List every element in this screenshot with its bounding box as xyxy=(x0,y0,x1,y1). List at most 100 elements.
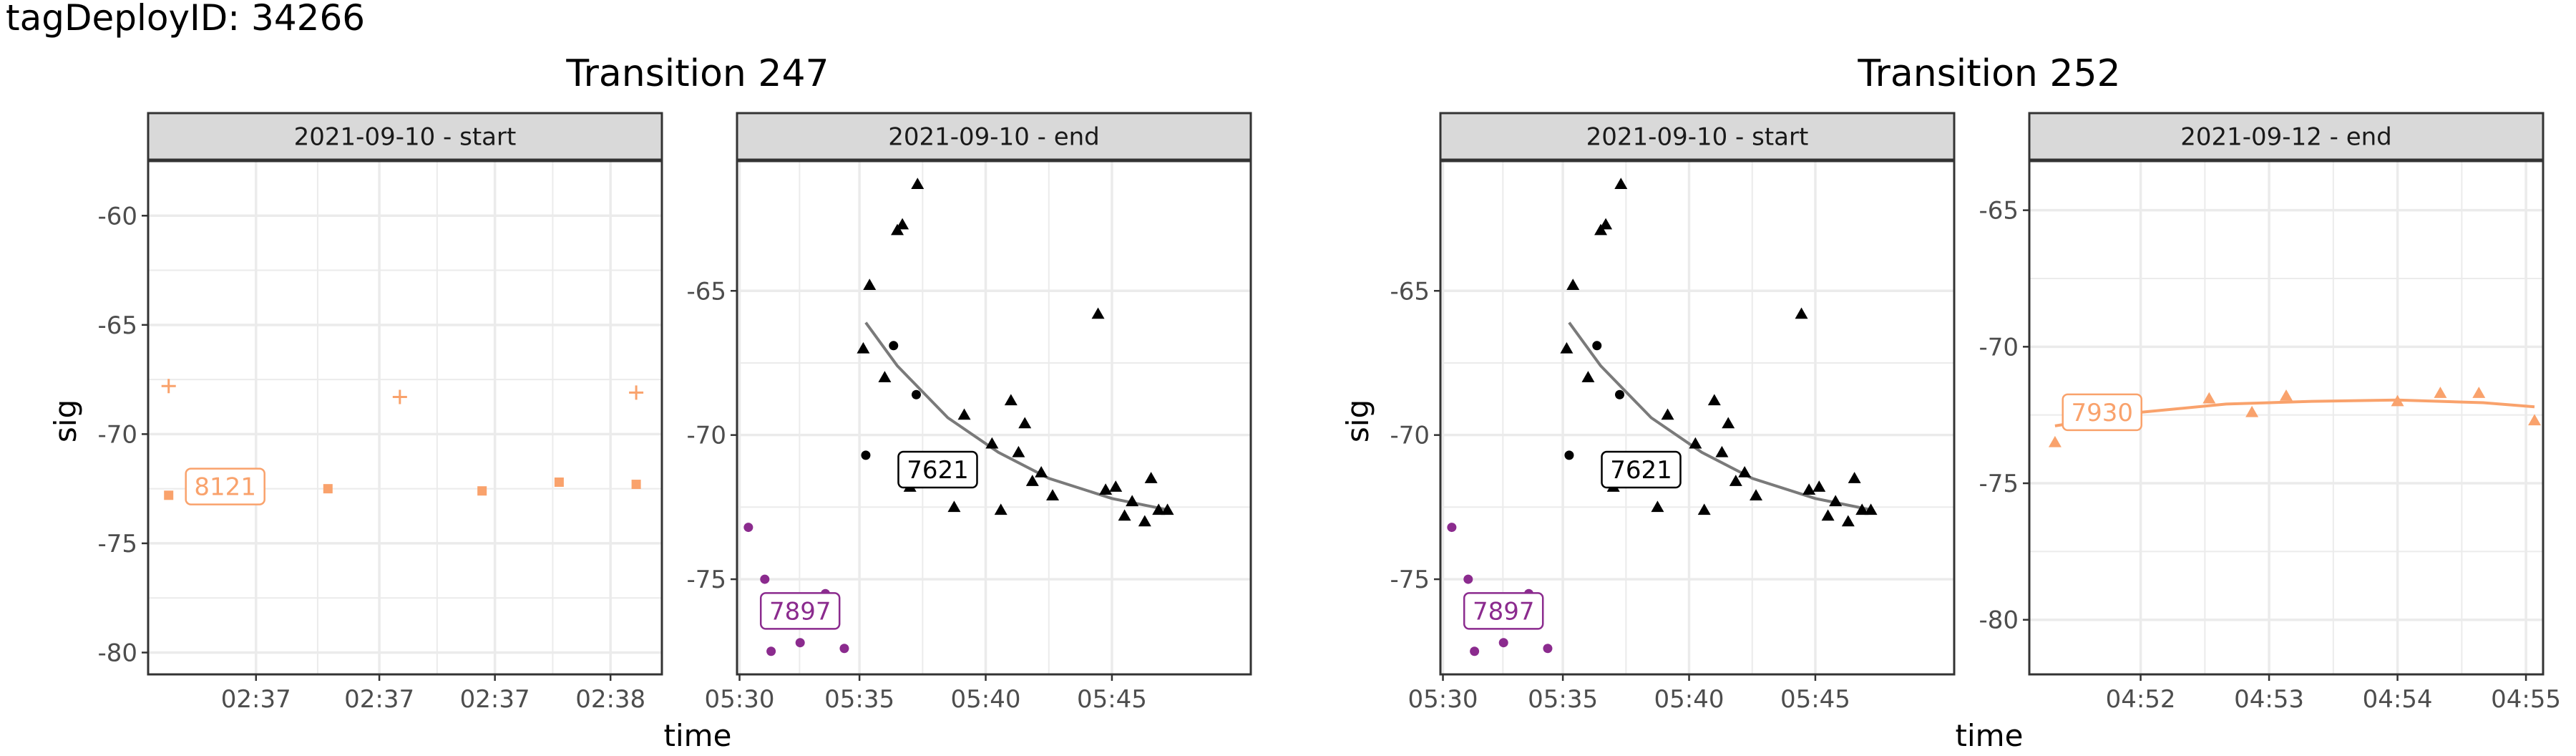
data-point xyxy=(1035,466,1048,478)
data-point xyxy=(994,503,1008,515)
y-tick-label: -75 xyxy=(1979,470,2019,498)
x-tick-label: 02:38 xyxy=(575,685,645,714)
x-tick-label: 05:35 xyxy=(1528,685,1598,714)
x-axis-title-0: time xyxy=(664,718,732,753)
data-point xyxy=(985,437,999,449)
data-point xyxy=(1594,223,1608,236)
data-point xyxy=(1470,646,1480,656)
data-point xyxy=(891,223,904,236)
data-point xyxy=(2434,387,2447,398)
data-point xyxy=(1802,483,1816,495)
data-point xyxy=(629,385,644,400)
data-point xyxy=(1566,278,1580,290)
data-point xyxy=(1750,489,1763,501)
data-point xyxy=(1126,495,1139,507)
data-point xyxy=(1144,472,1158,483)
data-point xyxy=(1707,394,1721,406)
data-label-box xyxy=(2062,393,2142,432)
panel-border xyxy=(736,160,1252,676)
facet-strip-label: 2021-09-10 - start xyxy=(294,123,517,152)
data-point xyxy=(164,490,174,500)
data-point xyxy=(1004,394,1018,406)
data-label-box xyxy=(1463,592,1544,630)
data-point xyxy=(1592,341,1602,351)
data-point xyxy=(766,646,776,656)
data-point xyxy=(1138,515,1151,527)
data-point xyxy=(161,379,176,394)
figure-header: tagDeployID: 34266 xyxy=(6,0,365,39)
data-point xyxy=(857,341,870,354)
x-tick-label: 04:52 xyxy=(2106,685,2176,714)
data-point xyxy=(1738,466,1752,478)
data-point xyxy=(1118,509,1131,521)
data-point xyxy=(1560,341,1574,354)
x-tick-label: 05:30 xyxy=(705,685,775,714)
data-point xyxy=(1697,503,1711,515)
data-point xyxy=(861,450,871,460)
data-point xyxy=(947,500,961,513)
y-tick-label: -75 xyxy=(686,566,726,594)
facet-strip xyxy=(147,112,663,161)
x-tick-label: 02:37 xyxy=(344,685,414,714)
y-tick-label: -60 xyxy=(97,202,137,231)
plot-area xyxy=(1440,161,1954,674)
data-label: 7621 xyxy=(907,456,969,485)
facet-strip-label: 2021-09-12 - end xyxy=(2180,123,2392,152)
data-point xyxy=(1821,509,1835,521)
x-tick-label: 05:35 xyxy=(824,685,894,714)
data-point xyxy=(2280,389,2293,401)
data-point xyxy=(1848,472,1861,483)
x-tick-label: 05:40 xyxy=(951,685,1021,714)
data-point xyxy=(743,523,753,533)
facet-panel-1-1: -65 -70 -75 -80 04:52 04:53 04:54 04:55 7930 2021… xyxy=(1979,112,2561,714)
x-tick-label: 05:30 xyxy=(1408,685,1478,714)
plot-area xyxy=(737,161,1251,674)
data-point xyxy=(1689,437,1702,449)
data-point xyxy=(957,408,971,420)
data-point xyxy=(1447,523,1457,533)
data-point xyxy=(1012,445,1025,457)
data-point xyxy=(863,278,877,290)
data-point xyxy=(1722,417,1735,429)
data-point xyxy=(631,480,641,490)
data-point xyxy=(795,638,805,648)
y-tick-label: -80 xyxy=(1979,606,2019,635)
data-point xyxy=(1651,500,1664,513)
data-point xyxy=(878,371,892,382)
data-point xyxy=(1855,503,1869,515)
y-tick-label: -70 xyxy=(686,422,726,450)
data-point xyxy=(1025,475,1039,486)
data-point xyxy=(2048,435,2062,447)
x-tick-label: 02:37 xyxy=(460,685,530,714)
data-point xyxy=(1661,408,1674,420)
data-point xyxy=(1099,483,1113,495)
data-label: 7897 xyxy=(769,597,831,626)
data-point xyxy=(912,389,922,399)
x-tick-label: 04:53 xyxy=(2234,685,2304,714)
y-tick-label: -70 xyxy=(1979,333,2019,362)
data-point xyxy=(1729,475,1742,486)
trend-line xyxy=(1568,321,1873,512)
y-axis-title-0: sig xyxy=(48,399,83,442)
data-label-box xyxy=(897,450,978,489)
data-point xyxy=(896,218,909,230)
facet-strip-label: 2021-09-10 - end xyxy=(888,123,1100,152)
data-point xyxy=(554,478,564,488)
x-tick-label: 05:45 xyxy=(1077,685,1147,714)
data-point xyxy=(1152,503,1166,515)
data-point xyxy=(1498,638,1508,648)
data-point xyxy=(889,341,899,351)
y-tick-label: -65 xyxy=(97,311,137,340)
data-point xyxy=(839,644,849,654)
data-label: 8121 xyxy=(194,473,256,502)
data-point xyxy=(911,178,924,189)
panels: -60 -65 -70 -75 -80 02:37 02:37 02:37 02:38 8121 2… xyxy=(97,112,2561,714)
panel-border xyxy=(1439,160,1956,676)
data-point xyxy=(2245,405,2259,417)
data-point xyxy=(2528,414,2542,426)
x-tick-label: 05:45 xyxy=(1780,685,1850,714)
data-point xyxy=(392,389,407,404)
y-tick-label: -80 xyxy=(97,639,137,667)
data-label-box xyxy=(759,592,841,630)
